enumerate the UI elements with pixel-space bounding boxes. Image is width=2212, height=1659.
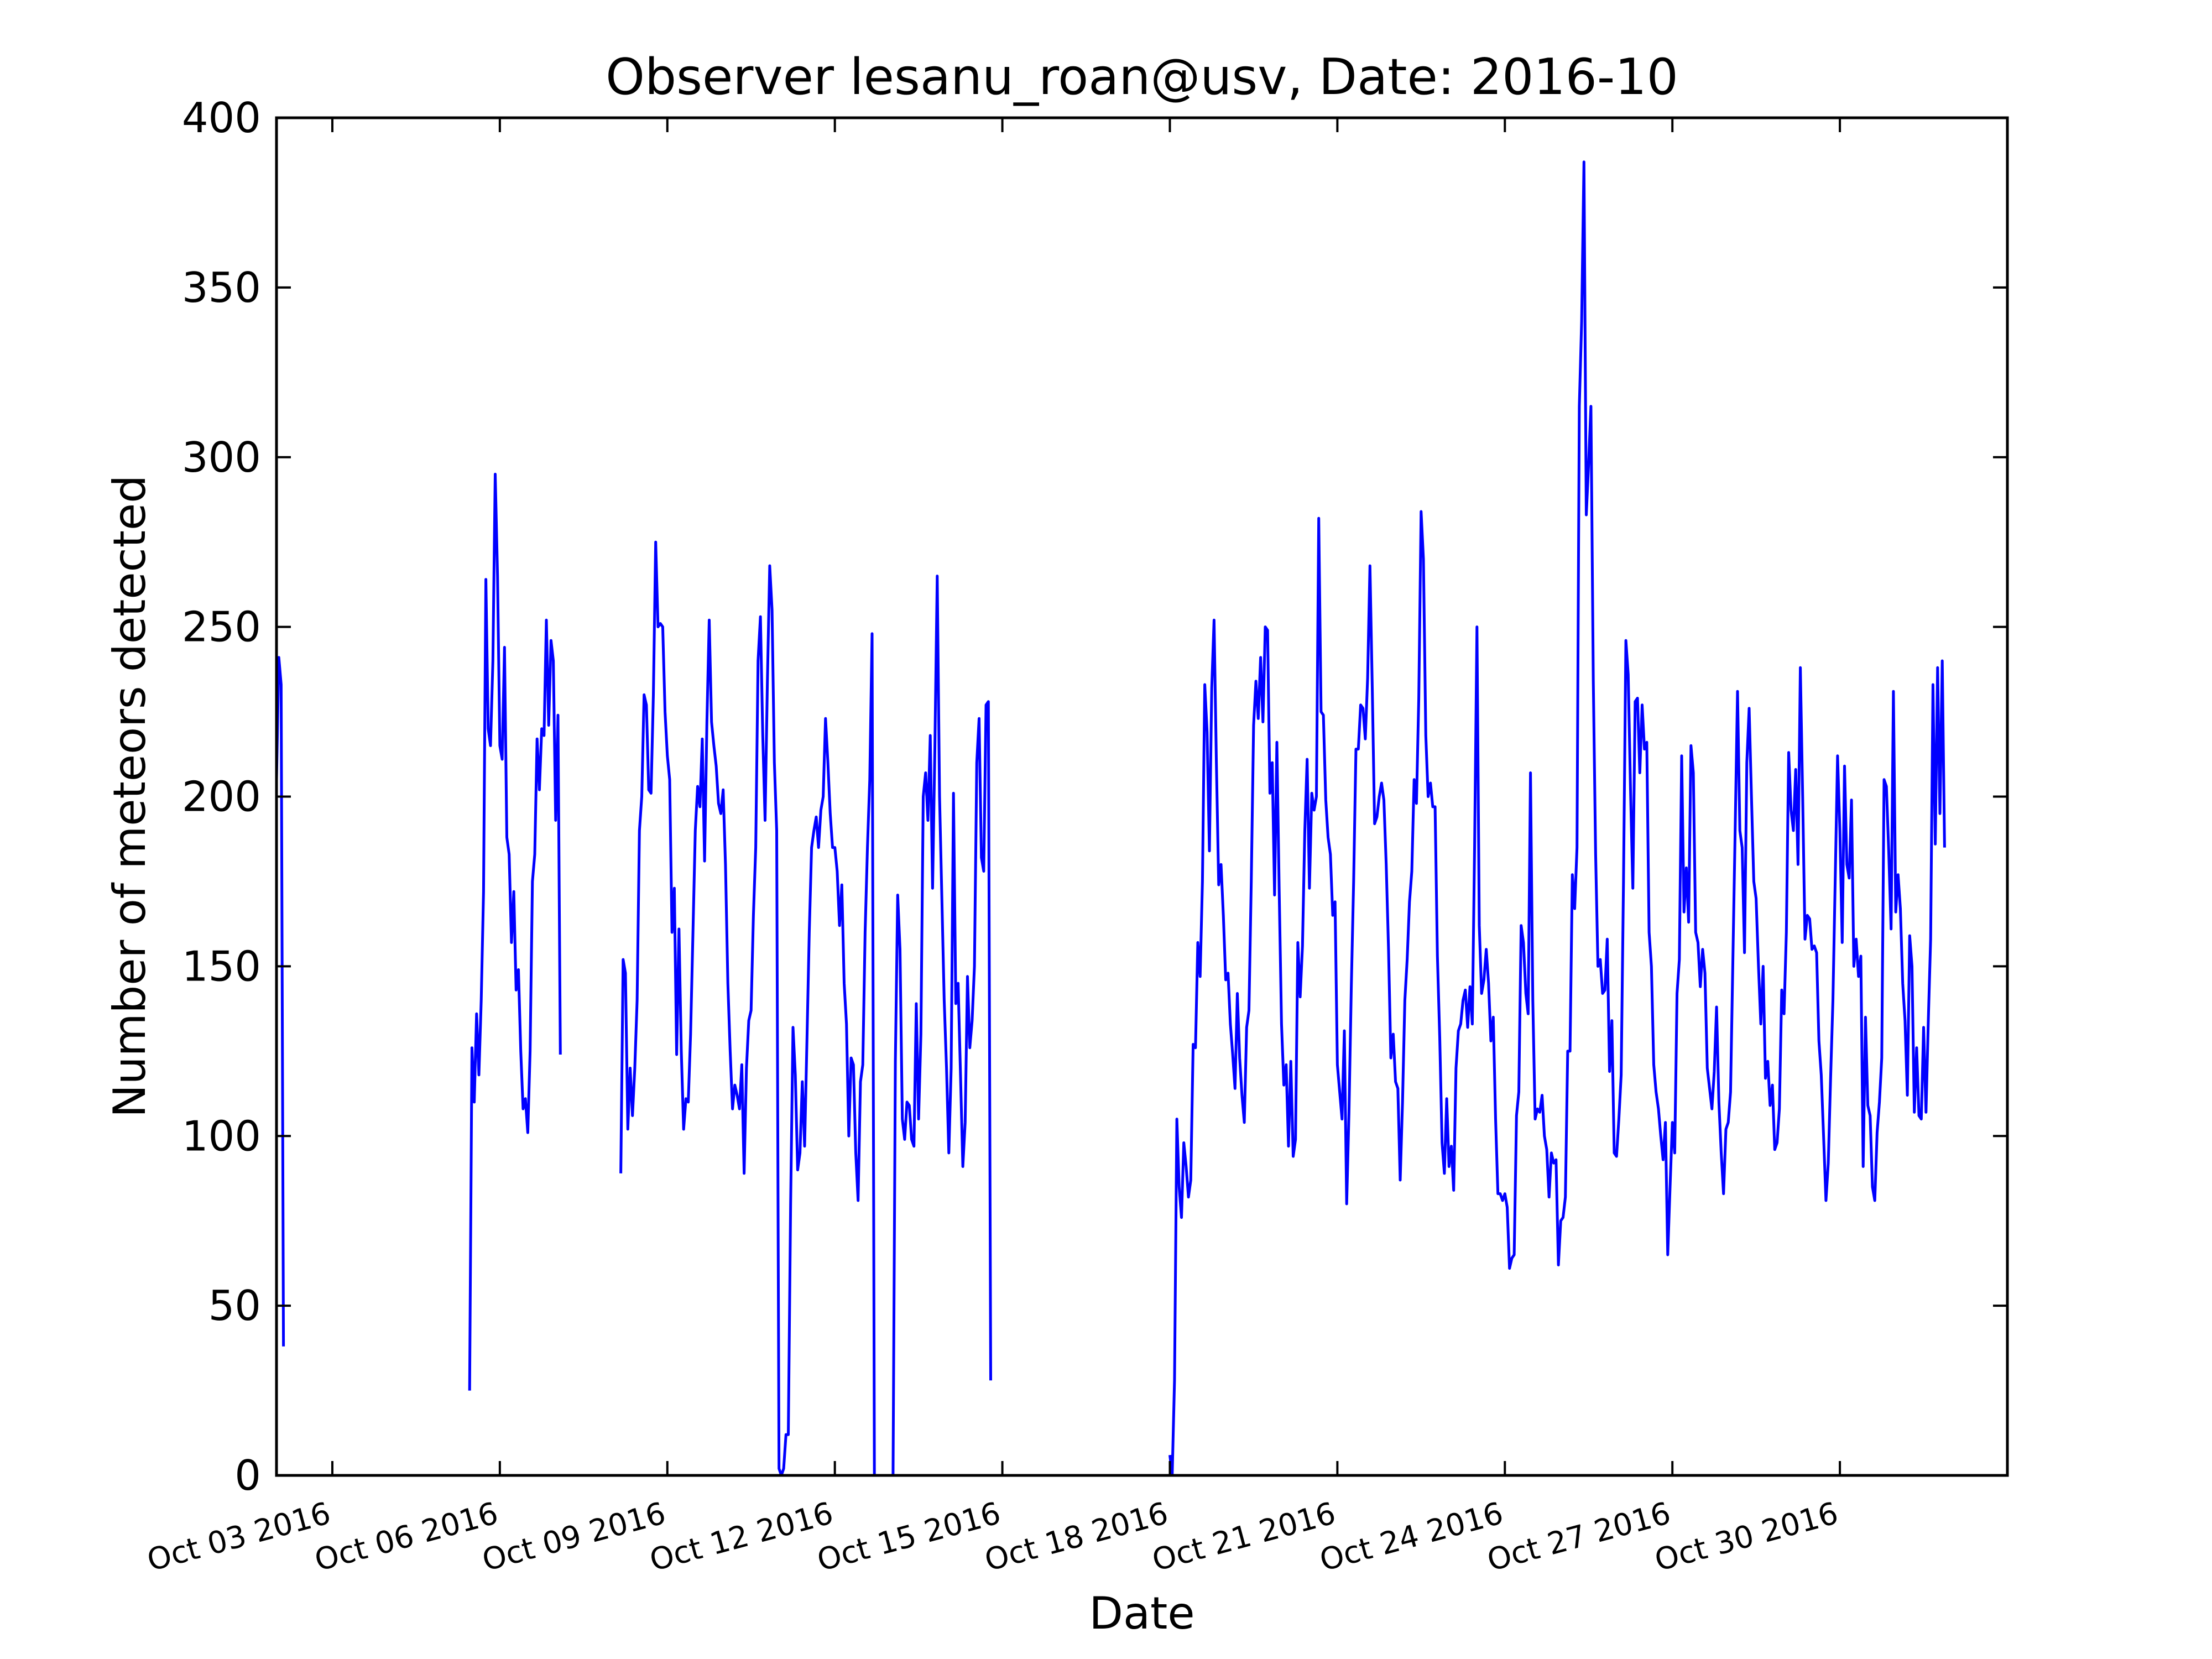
y-tick-label: 50 — [208, 1281, 261, 1330]
y-axis-label: Number of meteors detected — [104, 475, 155, 1118]
y-tick-label: 100 — [182, 1112, 261, 1160]
y-tick-label: 350 — [182, 263, 261, 312]
plot-frame — [275, 116, 2009, 1477]
chart-title: Observer lesanu_roan@usv, Date: 2016-10 — [606, 48, 1678, 106]
y-tick-label: 400 — [182, 93, 261, 142]
y-tick-label: 200 — [182, 773, 261, 821]
plot-area — [275, 160, 1946, 1477]
y-axis: 0 50 100 150 200 250 300 350 400 — [182, 93, 2007, 1500]
y-tick-label: 250 — [182, 603, 261, 651]
y-tick-label: 300 — [182, 433, 261, 482]
x-axis-label: Date — [1089, 1588, 1194, 1639]
y-tick-label: 150 — [182, 942, 261, 990]
series-line-segment — [468, 472, 562, 1391]
y-tick-label: 0 — [234, 1451, 261, 1500]
series-line-segment — [619, 540, 876, 1477]
series-line-segment — [1168, 160, 1946, 1477]
series-line-segment — [891, 575, 992, 1476]
